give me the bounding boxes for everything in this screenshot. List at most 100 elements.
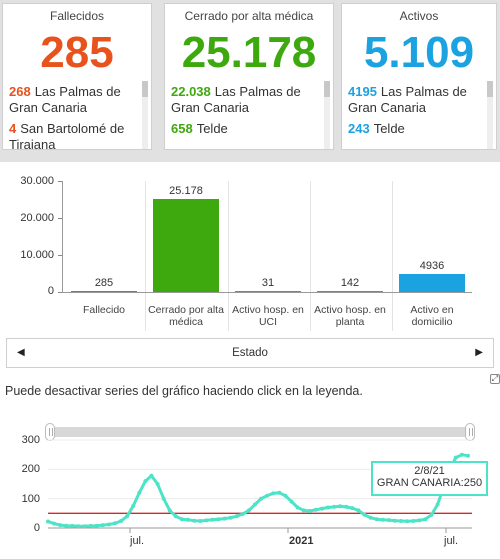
data-point[interactable] [459,452,464,457]
scroll-left-icon[interactable]: ◀ [17,347,25,358]
bar[interactable] [399,273,465,292]
data-point[interactable] [228,515,233,520]
data-point[interactable] [332,504,337,509]
data-point[interactable] [289,499,294,504]
data-point[interactable] [295,505,300,510]
data-point[interactable] [106,522,111,527]
y-tick-mark [58,255,62,256]
scroll-right-icon[interactable]: ▶ [475,347,483,358]
data-point[interactable] [82,524,87,529]
data-point[interactable] [222,516,227,521]
data-point[interactable] [429,512,434,517]
data-point[interactable] [210,517,215,522]
data-point[interactable] [326,505,330,510]
data-point[interactable] [435,502,440,507]
data-point[interactable] [240,511,245,516]
data-point[interactable] [259,496,263,501]
data-point[interactable] [411,519,416,523]
expand-icon[interactable]: ⤢ [490,374,500,384]
data-point[interactable] [100,523,105,528]
data-point[interactable] [234,514,239,519]
scrollbar[interactable] [487,81,493,149]
bar[interactable] [317,290,383,292]
data-point[interactable] [374,517,379,522]
series-line[interactable] [47,453,469,528]
data-point[interactable] [161,496,166,501]
data-point[interactable] [393,518,397,523]
data-point[interactable] [356,508,361,513]
data-point[interactable] [380,517,385,522]
y-tick-label: 200 [21,463,40,475]
data-point[interactable] [179,517,184,522]
card-value: 285 [40,28,114,77]
data-point[interactable] [88,523,93,528]
data-point[interactable] [70,523,75,528]
data-point[interactable] [368,515,373,520]
card-list[interactable]: 4195 Las Palmas de Gran Canaria 243 Telde [348,84,482,142]
y-tick-label: 20.000 [20,212,54,224]
card-list[interactable]: 268 Las Palmas de Gran Canaria 4 San Barto… [9,84,137,149]
data-point[interactable] [186,517,190,522]
range-slider[interactable] [45,427,475,437]
data-point[interactable] [58,523,63,528]
data-point[interactable] [143,479,148,484]
y-tick-label: 10.000 [20,249,54,261]
data-point[interactable] [246,508,251,513]
data-point[interactable] [362,512,367,517]
data-point[interactable] [350,506,355,511]
bar[interactable] [153,198,219,292]
data-point[interactable] [216,517,221,522]
x-tick-label: 2021 [289,535,314,547]
data-point[interactable] [313,507,318,512]
card-value: 5.109 [363,28,475,77]
bar[interactable] [235,290,301,292]
data-point[interactable] [119,519,123,523]
data-point[interactable] [253,502,257,507]
card-list[interactable]: 22.038 Las Palmas de Gran Canaria 658 Teld… [171,84,319,142]
data-point[interactable] [192,518,197,523]
scrollbar[interactable] [142,81,148,149]
card-activos: Activos 5.109 4195 Las Palmas de Gran Can… [341,3,497,150]
indicator-panel: Fallecidos 285 268 Las Palmas de Gran Can… [0,0,500,162]
data-point[interactable] [301,508,306,513]
data-point[interactable] [167,508,172,513]
category-label: Activo hosp. en planta [314,304,386,328]
scrollbar[interactable] [324,81,330,149]
y-tick-label: 0 [33,522,40,534]
data-point[interactable] [131,504,136,508]
data-point[interactable] [283,493,288,498]
data-point[interactable] [76,524,81,529]
category-label: Activo en domicilio [410,304,454,328]
data-point[interactable] [137,490,142,495]
x-tick-label: jul. [444,535,459,547]
data-point[interactable] [417,518,422,523]
data-point[interactable] [155,482,160,486]
data-point[interactable] [125,514,130,519]
data-point[interactable] [423,517,428,522]
data-point[interactable] [52,521,57,526]
data-point[interactable] [453,455,458,460]
data-point[interactable] [113,521,117,526]
data-point[interactable] [338,504,343,509]
data-point[interactable] [173,514,178,519]
bar[interactable] [71,290,137,292]
data-point[interactable] [386,518,391,523]
y-tick-mark [58,181,62,182]
data-point[interactable] [271,491,276,496]
data-point[interactable] [405,519,410,524]
data-point[interactable] [94,523,99,528]
card-fallecidos: Fallecidos 285 268 Las Palmas de Gran Can… [2,3,152,150]
data-point[interactable] [344,504,349,509]
data-point[interactable] [307,509,312,513]
data-point[interactable] [277,490,282,495]
card-value: 25.178 [181,28,317,77]
data-point[interactable] [198,519,203,523]
data-point[interactable] [399,519,403,523]
data-point[interactable] [204,518,209,523]
data-point[interactable] [46,519,50,524]
data-point[interactable] [319,506,324,511]
data-point[interactable] [64,523,69,528]
data-point[interactable] [149,473,154,478]
data-point[interactable] [265,493,270,498]
data-point[interactable] [466,453,470,458]
